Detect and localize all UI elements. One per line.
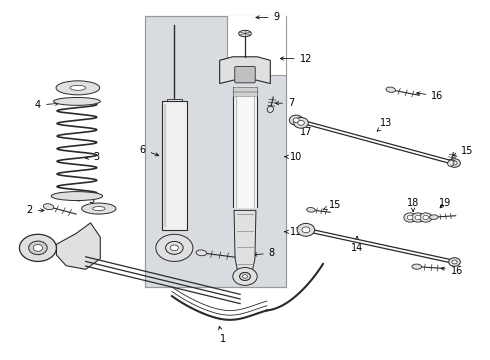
- Ellipse shape: [196, 250, 207, 256]
- Ellipse shape: [430, 215, 438, 220]
- Circle shape: [289, 115, 303, 125]
- Text: 18: 18: [407, 198, 419, 211]
- Ellipse shape: [93, 207, 105, 211]
- FancyBboxPatch shape: [227, 16, 287, 75]
- Circle shape: [452, 161, 457, 165]
- Circle shape: [29, 241, 47, 255]
- Text: 8: 8: [253, 248, 275, 258]
- Circle shape: [166, 242, 183, 254]
- Circle shape: [293, 118, 299, 122]
- Circle shape: [294, 117, 308, 128]
- Circle shape: [449, 258, 460, 266]
- Text: 5: 5: [75, 195, 95, 204]
- Circle shape: [415, 215, 421, 220]
- Circle shape: [243, 275, 247, 278]
- Text: 10: 10: [285, 152, 302, 162]
- Ellipse shape: [412, 264, 421, 269]
- Text: 13: 13: [377, 118, 392, 131]
- Text: 17: 17: [300, 123, 312, 137]
- FancyBboxPatch shape: [233, 87, 257, 91]
- Text: 15: 15: [323, 200, 342, 210]
- Ellipse shape: [70, 85, 86, 90]
- Circle shape: [449, 159, 460, 167]
- Circle shape: [298, 121, 304, 125]
- Circle shape: [407, 215, 413, 220]
- Polygon shape: [234, 210, 256, 273]
- Ellipse shape: [307, 207, 315, 212]
- Circle shape: [419, 213, 432, 222]
- Ellipse shape: [386, 87, 395, 93]
- Circle shape: [452, 260, 457, 264]
- FancyBboxPatch shape: [145, 16, 287, 287]
- Text: 7: 7: [275, 98, 294, 108]
- Circle shape: [171, 245, 178, 251]
- Text: 1: 1: [219, 327, 226, 344]
- Ellipse shape: [239, 30, 251, 37]
- Text: 11: 11: [285, 227, 302, 237]
- Text: 3: 3: [85, 152, 99, 162]
- Ellipse shape: [53, 98, 100, 105]
- Ellipse shape: [56, 81, 99, 95]
- Circle shape: [412, 213, 424, 222]
- Ellipse shape: [51, 192, 102, 201]
- Circle shape: [404, 213, 416, 222]
- Text: 15: 15: [453, 147, 473, 157]
- Circle shape: [20, 234, 56, 261]
- FancyBboxPatch shape: [235, 66, 255, 83]
- Text: 12: 12: [280, 54, 312, 64]
- Circle shape: [240, 273, 250, 280]
- Text: 9: 9: [256, 13, 280, 22]
- Text: 2: 2: [26, 205, 44, 215]
- Ellipse shape: [448, 160, 454, 166]
- Circle shape: [156, 234, 193, 261]
- Text: 4: 4: [35, 100, 59, 110]
- Circle shape: [33, 244, 43, 251]
- Ellipse shape: [267, 106, 273, 112]
- Text: 16: 16: [441, 266, 463, 276]
- Text: 19: 19: [439, 198, 451, 208]
- Text: 16: 16: [416, 91, 443, 101]
- FancyBboxPatch shape: [162, 102, 187, 230]
- Text: 14: 14: [351, 236, 363, 253]
- Circle shape: [302, 227, 310, 233]
- Ellipse shape: [43, 204, 54, 210]
- Circle shape: [166, 242, 183, 254]
- Circle shape: [423, 215, 429, 220]
- Ellipse shape: [82, 203, 116, 214]
- FancyBboxPatch shape: [233, 92, 257, 96]
- Circle shape: [297, 224, 315, 236]
- Circle shape: [233, 267, 257, 285]
- Polygon shape: [220, 57, 270, 84]
- Circle shape: [240, 273, 250, 280]
- Text: 6: 6: [140, 145, 159, 156]
- FancyBboxPatch shape: [167, 99, 182, 105]
- Polygon shape: [56, 223, 100, 269]
